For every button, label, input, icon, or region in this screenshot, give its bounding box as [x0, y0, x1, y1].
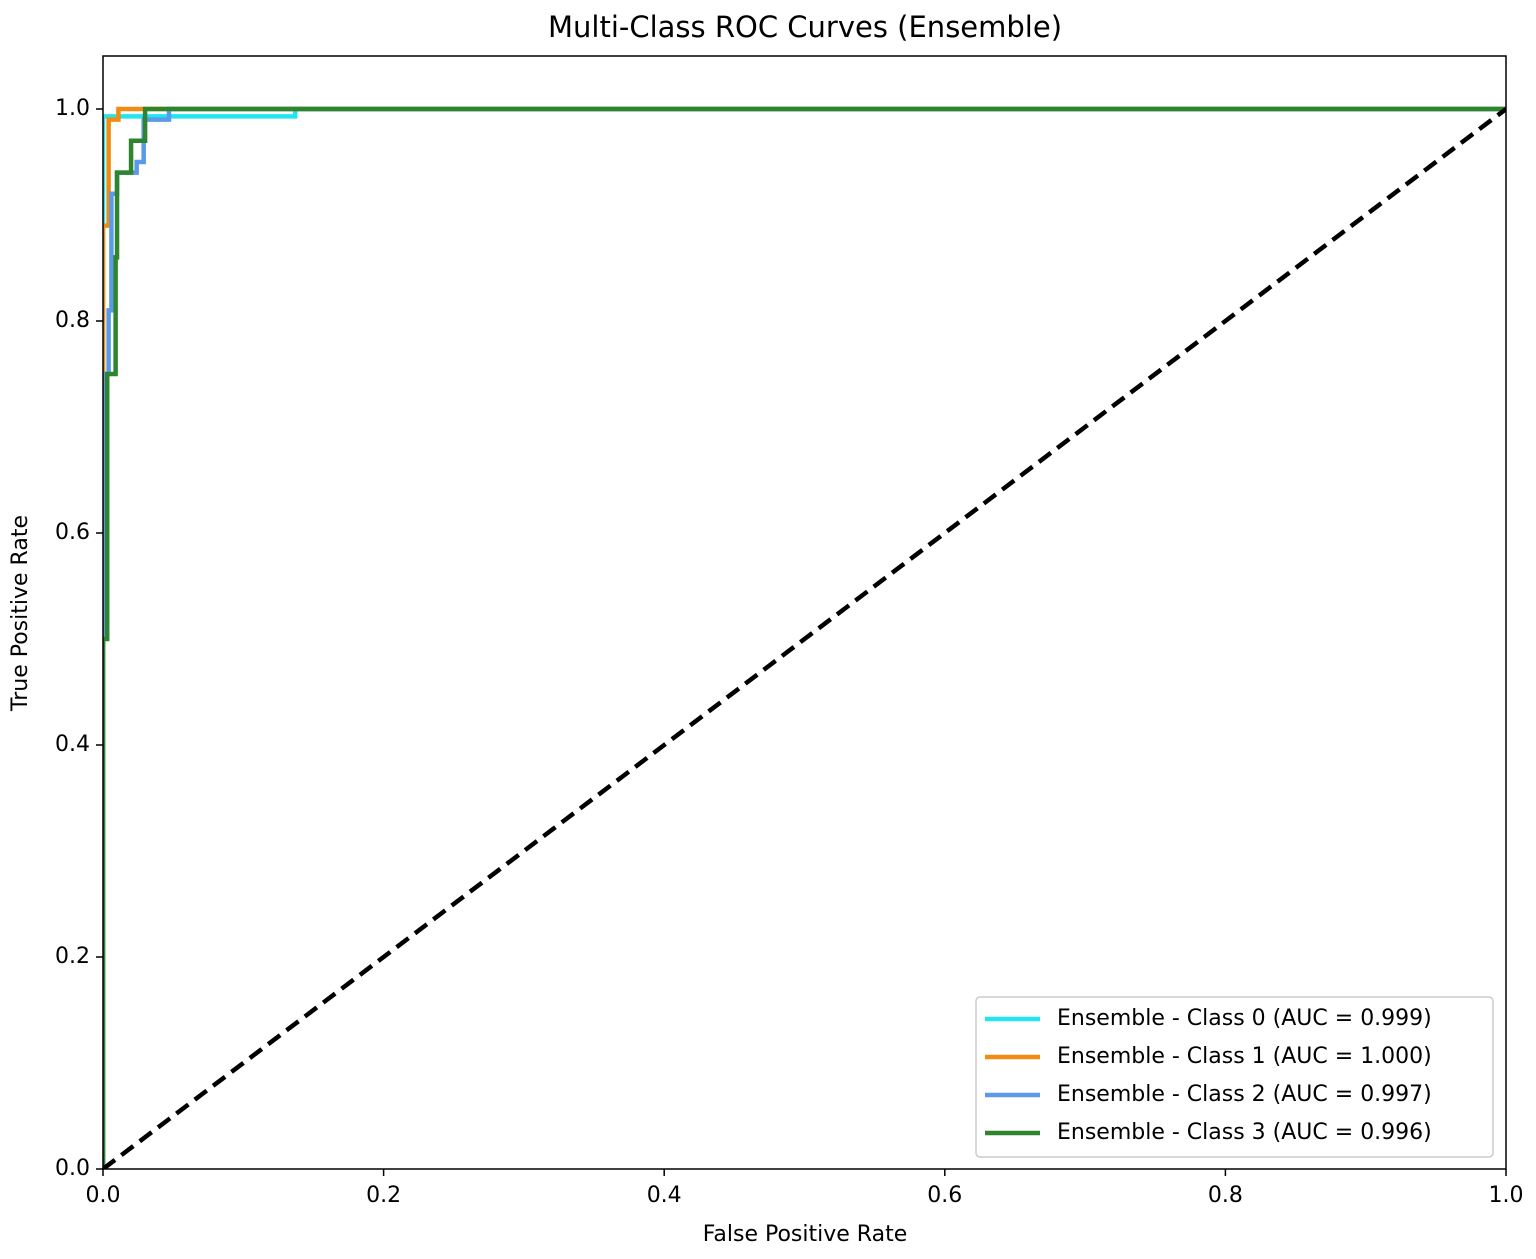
diagonal-reference — [103, 107, 1506, 1169]
y-tick-label: 0.6 — [55, 520, 90, 545]
x-axis-label: False Positive Rate — [703, 1222, 907, 1247]
legend-label: Ensemble - Class 0 (AUC = 0.999) — [1057, 1006, 1432, 1031]
x-tick-label: 0.4 — [647, 1183, 682, 1208]
y-tick-label: 0.0 — [55, 1156, 90, 1181]
y-tick-label: 0.8 — [55, 308, 90, 333]
y-tick-label: 1.0 — [55, 96, 90, 121]
roc-curve — [103, 106, 1506, 1169]
legend-box — [975, 996, 1494, 1158]
y-tick-label: 0.4 — [55, 732, 90, 757]
y-tick-label: 0.2 — [55, 944, 90, 969]
chart-title: Multi-Class ROC Curves (Ensemble) — [548, 10, 1062, 44]
legend-label: Ensemble - Class 2 (AUC = 0.997) — [1057, 1082, 1432, 1107]
x-tick-label: 0.0 — [86, 1183, 121, 1208]
x-tick-label: 0.6 — [927, 1183, 962, 1208]
plot-area — [103, 106, 1506, 1169]
x-tick-label: 1.0 — [1489, 1183, 1524, 1208]
x-tick-label: 0.2 — [366, 1183, 401, 1208]
legend-label: Ensemble - Class 1 (AUC = 1.000) — [1057, 1044, 1432, 1069]
y-axis-label: True Positive Rate — [8, 515, 33, 712]
axes-frame — [102, 55, 1507, 1170]
legend-label: Ensemble - Class 3 (AUC = 0.996) — [1057, 1120, 1432, 1145]
x-tick-label: 0.8 — [1208, 1183, 1243, 1208]
roc-curve — [103, 106, 1506, 1169]
